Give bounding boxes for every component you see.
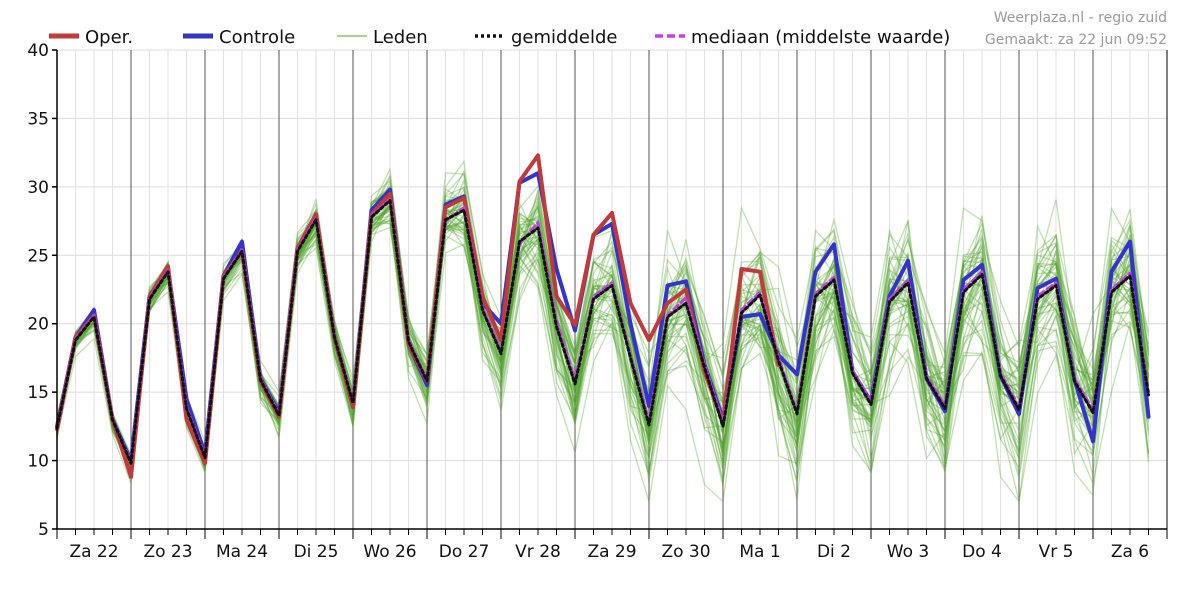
member-line xyxy=(56,196,1150,478)
x-tick-label: Zo 30 xyxy=(661,542,710,562)
credit-line-2: Gemaakt: za 22 jun 09:52 xyxy=(985,32,1167,48)
x-tick-label: Zo 23 xyxy=(143,542,192,562)
y-tick-label: 25 xyxy=(27,246,49,266)
y-tick-label: 35 xyxy=(27,109,49,129)
y-tick-label: 40 xyxy=(27,41,49,61)
x-tick-label: Vr 28 xyxy=(515,542,561,562)
y-tick-labels: 5 10 15 20 25 30 35 40 xyxy=(27,41,49,540)
legend: Oper. Controle Leden gemiddelde mediaan (mid… xyxy=(49,27,950,48)
x-tick-label: Za 29 xyxy=(587,542,636,562)
member-line xyxy=(56,159,1150,475)
x-tick-label: Ma 1 xyxy=(739,542,780,562)
x-tick-label: Wo 3 xyxy=(887,542,929,562)
legend-label-gemiddelde: gemiddelde xyxy=(511,27,617,48)
y-tick-label: 20 xyxy=(27,315,49,335)
members-lines xyxy=(56,159,1150,504)
axes xyxy=(52,49,1168,539)
member-line xyxy=(56,205,1150,466)
controle-line xyxy=(55,171,1151,463)
member-line xyxy=(56,206,1150,476)
member-line xyxy=(56,217,1150,467)
x-tick-label: Za 6 xyxy=(1111,542,1149,562)
legend-label-leden: Leden xyxy=(373,27,428,48)
member-line xyxy=(56,199,1150,479)
grid xyxy=(56,49,1168,530)
member-line xyxy=(56,198,1150,485)
x-tick-label: Di 25 xyxy=(294,542,339,562)
x-tick-labels: Za 22 Zo 23 Ma 24 Di 25 Wo 26 Do 27 Vr 28 Za 29… xyxy=(69,542,1149,562)
member-line xyxy=(56,204,1150,469)
x-tick-label: Wo 26 xyxy=(363,542,416,562)
x-tick-label: Do 27 xyxy=(439,542,490,562)
member-line xyxy=(56,214,1150,468)
x-tick-label: Do 4 xyxy=(962,542,1002,562)
member-line xyxy=(56,210,1150,484)
x-tick-label: Za 22 xyxy=(69,542,118,562)
member-line xyxy=(56,206,1150,472)
gemiddelde-line xyxy=(55,199,1150,465)
x-tick-label: Vr 5 xyxy=(1039,542,1074,562)
y-tick-label: 30 xyxy=(27,178,49,198)
legend-label-oper: Oper. xyxy=(85,27,133,48)
y-tick-label: 5 xyxy=(38,520,49,540)
legend-label-mediaan: mediaan (middelste waarde) xyxy=(691,27,950,48)
x-tick-label: Ma 24 xyxy=(216,542,268,562)
x-tick-label: Di 2 xyxy=(817,542,851,562)
credit-line-1: Weerplaza.nl - regio zuid xyxy=(994,10,1167,26)
main-lines xyxy=(55,153,1151,479)
y-tick-label: 10 xyxy=(27,452,49,472)
member-line xyxy=(56,201,1150,465)
member-line xyxy=(56,198,1150,473)
y-tick-label: 15 xyxy=(27,383,49,403)
legend-label-controle: Controle xyxy=(219,27,295,48)
